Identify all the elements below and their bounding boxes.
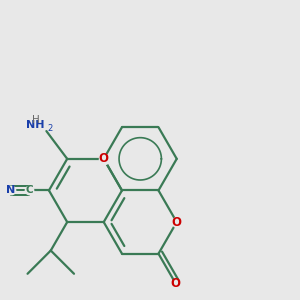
Text: C: C [25,185,33,196]
Text: N: N [6,185,15,196]
Text: H: H [32,115,40,125]
Text: 2: 2 [48,124,53,133]
Text: O: O [172,216,182,229]
Text: O: O [171,277,181,290]
Text: NH: NH [26,120,44,130]
Text: O: O [99,152,109,165]
